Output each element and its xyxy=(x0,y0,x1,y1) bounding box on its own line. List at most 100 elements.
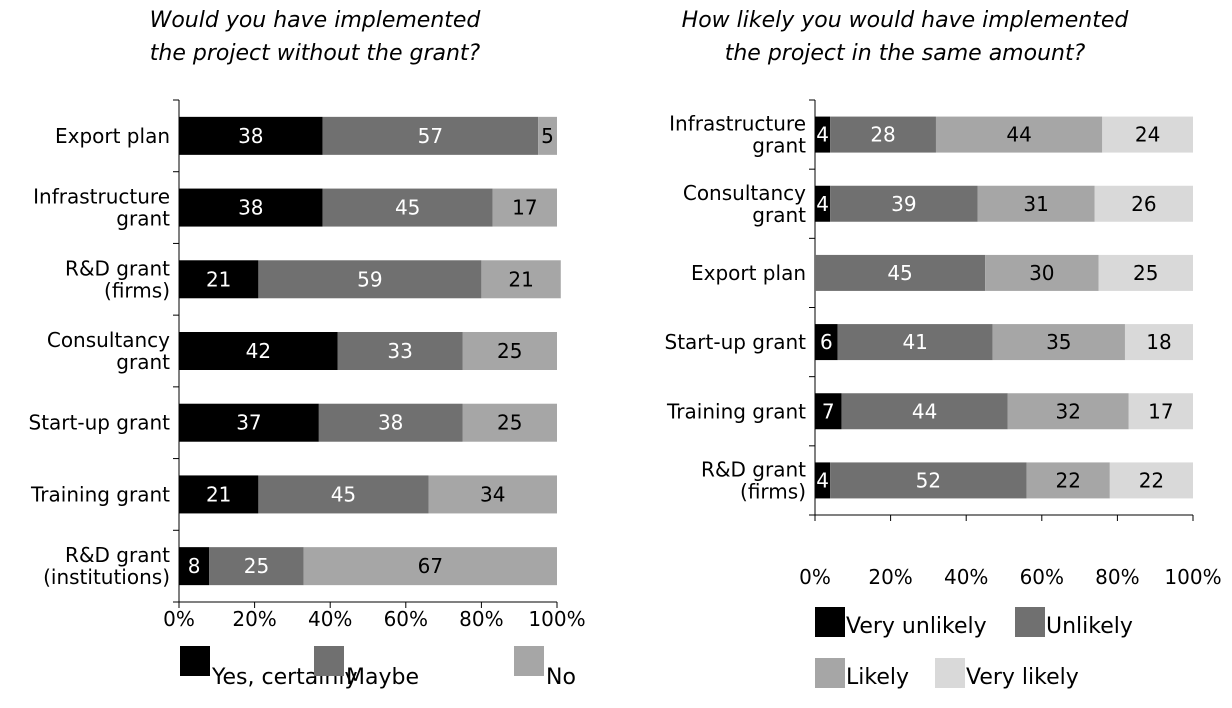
bar-segment xyxy=(815,393,842,430)
x-tick-label: 0% xyxy=(163,607,195,631)
category-label: Start-up grant xyxy=(29,411,171,435)
data-label: 21 xyxy=(206,482,231,506)
data-label: 42 xyxy=(246,339,271,363)
x-tick-label: 80% xyxy=(459,607,503,631)
bar-segment xyxy=(935,116,1103,153)
bar-segment xyxy=(258,475,429,514)
legend-label: Very unlikely xyxy=(846,614,987,639)
bar-segment xyxy=(815,116,831,153)
data-label: 34 xyxy=(480,482,505,506)
bar-segment xyxy=(1102,116,1193,153)
x-tick-label: 80% xyxy=(1095,565,1139,589)
legend-label: Maybe xyxy=(346,665,419,690)
legend-label: Likely xyxy=(846,665,909,690)
data-label: 21 xyxy=(508,267,533,291)
data-label: 57 xyxy=(418,124,443,148)
bar-segment xyxy=(322,116,539,155)
bar-segment xyxy=(1124,324,1193,361)
data-label: 8 xyxy=(188,554,201,578)
data-label: 67 xyxy=(418,554,443,578)
data-label: 38 xyxy=(238,196,263,220)
category-label: R&D grant xyxy=(701,457,806,481)
x-tick-label: 20% xyxy=(232,607,276,631)
data-label: 25 xyxy=(497,411,522,435)
legend-swatch xyxy=(514,646,544,676)
bar-segment xyxy=(179,547,210,586)
x-tick-label: 20% xyxy=(868,565,912,589)
bar-segment xyxy=(815,185,831,222)
data-label: 25 xyxy=(1133,261,1158,285)
category-label: Export plan xyxy=(691,261,806,285)
bar-segment xyxy=(322,188,493,227)
bar-segment xyxy=(815,324,838,361)
category-label: (firms) xyxy=(104,278,170,302)
bar-segment xyxy=(179,332,338,370)
bar-segment xyxy=(209,547,304,586)
data-label: 18 xyxy=(1146,330,1171,354)
bar-segment xyxy=(1128,393,1193,430)
legend-swatch xyxy=(815,658,845,688)
data-label: 17 xyxy=(1148,399,1173,423)
bar-segment xyxy=(258,260,482,299)
chart-0: 0% 20% 40% 60% 80% 100% Export plan 38 57 5 Infras… xyxy=(29,99,586,690)
category-label: grant xyxy=(752,134,806,158)
data-label: 31 xyxy=(1023,192,1048,216)
data-label: 45 xyxy=(887,261,912,285)
data-label: 4 xyxy=(816,123,829,147)
bar-segment xyxy=(179,260,259,299)
category-label: grant xyxy=(116,207,170,231)
data-label: 5 xyxy=(541,124,554,148)
category-label: (institutions) xyxy=(43,565,170,589)
bar-segment xyxy=(1094,185,1193,222)
data-label: 28 xyxy=(870,123,895,147)
bar-segment xyxy=(179,116,323,155)
legend-label: No xyxy=(546,665,576,690)
bar-segment xyxy=(179,475,259,514)
legend-swatch xyxy=(1015,607,1045,637)
data-label: 22 xyxy=(1139,468,1164,492)
data-label: 32 xyxy=(1056,399,1081,423)
data-label: 7 xyxy=(822,399,835,423)
category-label: Start-up grant xyxy=(665,330,807,354)
x-tick-label: 40% xyxy=(308,607,352,631)
data-label: 35 xyxy=(1046,330,1071,354)
data-label: 25 xyxy=(497,339,522,363)
x-tick-label: 60% xyxy=(384,607,428,631)
category-label: grant xyxy=(116,350,170,374)
bar-segment xyxy=(1026,462,1110,499)
data-label: 22 xyxy=(1056,468,1081,492)
data-label: 45 xyxy=(331,482,356,506)
bar-segment xyxy=(977,185,1095,222)
data-label: 52 xyxy=(916,468,941,492)
data-label: 45 xyxy=(395,196,420,220)
legend-swatch xyxy=(314,646,344,676)
category-label: Consultancy xyxy=(683,181,806,205)
data-label: 6 xyxy=(820,330,833,354)
bar-segment xyxy=(462,332,557,370)
bar-segment xyxy=(815,254,986,291)
data-label: 17 xyxy=(512,196,537,220)
bar-segment xyxy=(318,403,463,442)
legend-swatch xyxy=(815,607,845,637)
category-label: R&D grant xyxy=(65,543,170,567)
data-label: 38 xyxy=(378,411,403,435)
category-label: Infrastructure xyxy=(669,112,806,136)
bar-segment xyxy=(481,260,561,299)
bar-segment xyxy=(303,547,557,586)
bar-segment xyxy=(1109,462,1193,499)
legend-label: Very likely xyxy=(966,665,1079,690)
data-label: 21 xyxy=(206,267,231,291)
category-label: (firms) xyxy=(740,479,806,503)
bar-segment xyxy=(1007,393,1129,430)
bar-segment xyxy=(179,188,323,227)
data-label: 4 xyxy=(816,192,829,216)
data-label: 25 xyxy=(244,554,269,578)
x-tick-label: 0% xyxy=(799,565,831,589)
category-label: Export plan xyxy=(55,124,170,148)
bar-segment xyxy=(830,116,936,153)
legend-label: Unlikely xyxy=(1046,614,1133,639)
bar-segment xyxy=(837,324,993,361)
bar-segment xyxy=(538,116,557,155)
data-label: 59 xyxy=(357,267,382,291)
